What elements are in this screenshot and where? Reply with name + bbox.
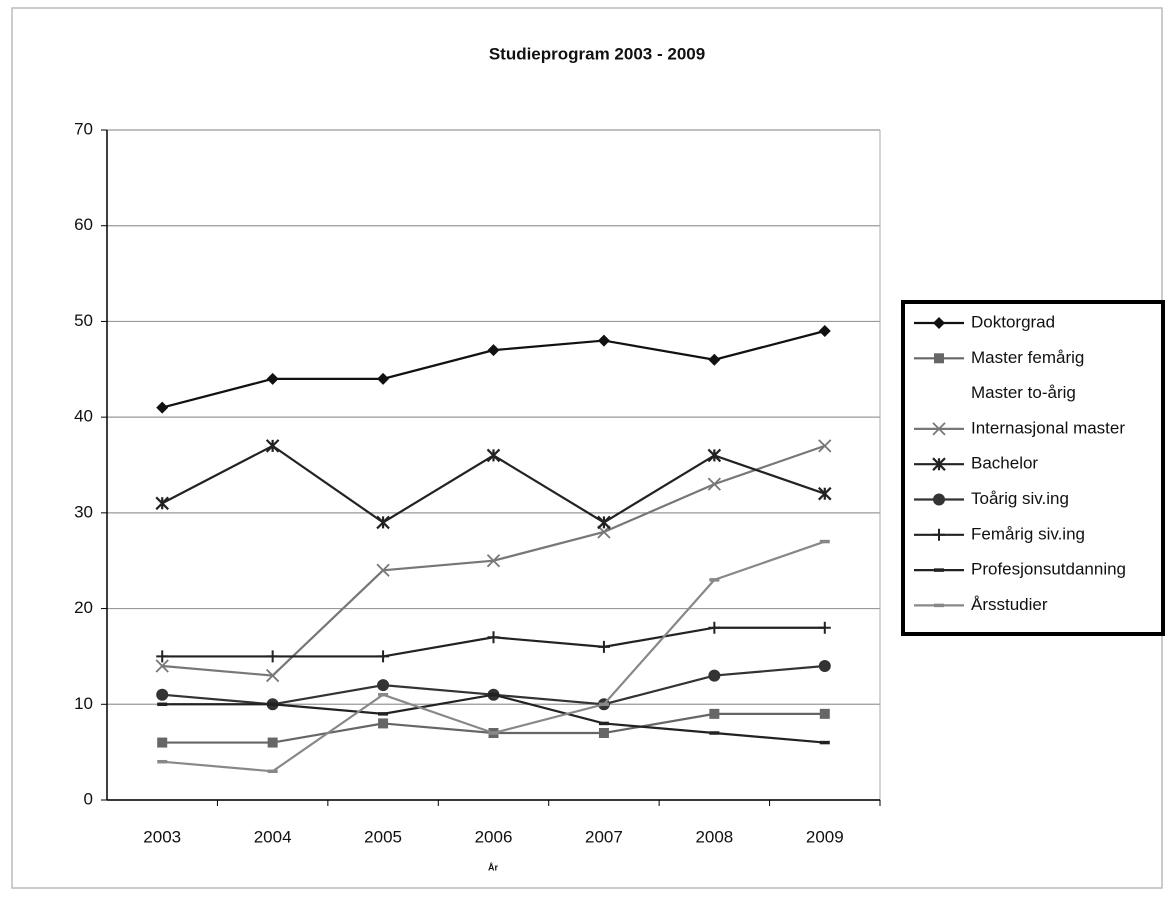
point: [156, 401, 169, 414]
point: [486, 554, 501, 568]
point: [818, 439, 832, 453]
legend-label: Profesjonsutdanning: [971, 560, 1126, 579]
point: [707, 448, 722, 463]
legend-marker: [933, 493, 945, 506]
legend-label: Bachelor: [971, 454, 1038, 473]
point: [818, 486, 832, 501]
point: [597, 515, 611, 530]
y-tick-label: 40: [74, 407, 93, 426]
point: [377, 650, 390, 663]
point: [376, 563, 390, 577]
point: [709, 708, 720, 719]
point: [267, 737, 278, 748]
legend-marker: [932, 422, 946, 436]
point: [487, 631, 500, 644]
point: [155, 496, 169, 511]
point: [707, 477, 721, 491]
legend-label: Master to-årig: [971, 383, 1076, 402]
point: [156, 650, 169, 663]
point: [265, 439, 280, 453]
legend-label: Årsstudier: [971, 595, 1048, 614]
x-tick-label: 2009: [806, 827, 844, 846]
legend-marker: [933, 528, 945, 541]
y-tick-label: 70: [74, 119, 93, 138]
y-tick-label: 0: [84, 789, 93, 808]
point: [818, 621, 831, 634]
point: [597, 334, 610, 347]
x-tick-label: 2005: [364, 827, 402, 846]
point: [266, 650, 279, 663]
point: [818, 325, 831, 337]
point: [266, 372, 279, 385]
chart-title: Studieprogram 2003 - 2009: [489, 44, 705, 63]
y-tick-label: 60: [74, 215, 93, 234]
point: [486, 448, 501, 463]
legend-label: Master femårig: [971, 348, 1084, 367]
point: [157, 737, 168, 748]
series-line: [161, 329, 826, 409]
x-tick-label: 2008: [695, 827, 733, 846]
x-tick-label: 2003: [143, 827, 181, 846]
point: [708, 353, 721, 366]
point: [378, 718, 389, 729]
y-tick-label: 50: [74, 311, 93, 330]
x-axis-label: År: [488, 862, 498, 872]
point: [377, 679, 390, 692]
x-tick-label: 2004: [254, 827, 292, 846]
point: [156, 688, 169, 701]
legend-marker: [932, 457, 946, 471]
x-tick-label: 2007: [585, 827, 623, 846]
legend-label: Toårig siv.ing: [971, 489, 1069, 508]
legend-label: Doktorgrad: [971, 312, 1055, 331]
point: [598, 728, 609, 738]
legend-marker: [933, 317, 945, 329]
legend-box: [901, 300, 1165, 636]
point: [487, 344, 500, 357]
legend-marker: [934, 353, 944, 364]
point: [597, 640, 610, 653]
point: [597, 525, 611, 539]
y-tick-label: 10: [74, 694, 93, 713]
x-tick-label: 2006: [475, 827, 513, 846]
y-tick-label: 30: [74, 502, 93, 521]
point: [708, 621, 721, 634]
point: [708, 669, 721, 682]
point: [155, 659, 169, 673]
y-tick-label: 20: [74, 598, 93, 617]
point: [819, 708, 830, 719]
point: [818, 660, 831, 672]
point: [377, 372, 390, 385]
legend-label: Femårig siv.ing: [971, 524, 1085, 543]
point: [266, 668, 280, 683]
point: [376, 515, 390, 530]
legend-label: Internasjonal master: [971, 418, 1125, 437]
